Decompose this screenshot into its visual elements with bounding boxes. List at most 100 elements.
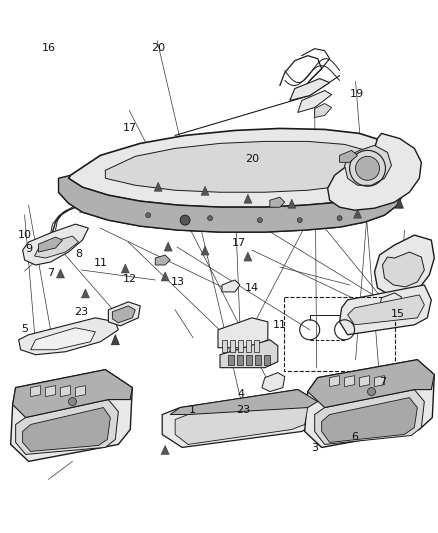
Polygon shape	[308, 360, 434, 408]
Text: 3: 3	[311, 443, 318, 453]
Text: 20: 20	[245, 154, 259, 164]
Polygon shape	[35, 236, 78, 258]
Polygon shape	[108, 302, 140, 326]
Polygon shape	[382, 252, 424, 287]
Text: 19: 19	[350, 89, 364, 99]
Polygon shape	[238, 340, 243, 352]
Polygon shape	[288, 199, 296, 208]
Text: 23: 23	[236, 405, 250, 415]
Polygon shape	[339, 285, 431, 335]
Polygon shape	[162, 390, 318, 447]
Text: 5: 5	[21, 324, 28, 334]
Text: 17: 17	[123, 123, 137, 133]
Text: 4: 4	[237, 389, 244, 399]
Polygon shape	[121, 264, 129, 273]
Polygon shape	[379, 293, 401, 312]
Polygon shape	[374, 235, 434, 295]
Polygon shape	[230, 340, 235, 352]
Circle shape	[367, 387, 375, 395]
Polygon shape	[161, 272, 169, 281]
Text: 1: 1	[189, 405, 196, 415]
Text: 11: 11	[94, 258, 108, 268]
Text: 7: 7	[379, 377, 386, 387]
Text: 20: 20	[151, 43, 165, 53]
Polygon shape	[164, 242, 172, 251]
Polygon shape	[112, 306, 135, 323]
Text: 7: 7	[47, 269, 54, 278]
Polygon shape	[314, 103, 332, 117]
Polygon shape	[270, 197, 285, 207]
Polygon shape	[374, 376, 385, 386]
Polygon shape	[16, 400, 118, 455]
Polygon shape	[255, 355, 261, 365]
Text: 8: 8	[76, 249, 83, 259]
Text: 17: 17	[232, 238, 246, 248]
Polygon shape	[244, 194, 252, 203]
Polygon shape	[31, 385, 41, 397]
Polygon shape	[68, 128, 404, 207]
Polygon shape	[305, 360, 434, 447]
Polygon shape	[31, 328, 95, 350]
Text: 10: 10	[18, 230, 32, 240]
Circle shape	[337, 216, 342, 221]
Polygon shape	[244, 252, 252, 261]
Polygon shape	[11, 370, 132, 462]
Polygon shape	[339, 150, 357, 163]
Polygon shape	[246, 355, 252, 365]
Polygon shape	[298, 91, 332, 112]
Polygon shape	[19, 318, 118, 355]
Polygon shape	[345, 146, 392, 185]
Polygon shape	[314, 390, 424, 445]
Polygon shape	[345, 376, 355, 386]
Text: 12: 12	[123, 274, 137, 284]
Text: 15: 15	[391, 309, 405, 319]
Polygon shape	[154, 182, 162, 191]
Polygon shape	[254, 340, 259, 352]
Polygon shape	[222, 340, 227, 352]
Circle shape	[68, 398, 77, 406]
Polygon shape	[201, 186, 209, 195]
Polygon shape	[161, 446, 169, 455]
Polygon shape	[23, 408, 110, 451]
Polygon shape	[13, 370, 132, 417]
Polygon shape	[222, 280, 240, 292]
Polygon shape	[59, 167, 404, 232]
Circle shape	[180, 215, 190, 225]
Polygon shape	[46, 385, 56, 397]
Circle shape	[258, 217, 262, 223]
Polygon shape	[60, 385, 71, 397]
Polygon shape	[39, 237, 63, 252]
Polygon shape	[75, 385, 85, 397]
Polygon shape	[328, 133, 421, 210]
Polygon shape	[201, 246, 209, 255]
Text: 9: 9	[25, 245, 33, 254]
Text: 13: 13	[170, 278, 184, 287]
Polygon shape	[360, 376, 370, 386]
Polygon shape	[228, 355, 234, 365]
Polygon shape	[396, 198, 403, 208]
Polygon shape	[175, 398, 308, 445]
Polygon shape	[237, 355, 243, 365]
Polygon shape	[220, 340, 278, 368]
Polygon shape	[155, 255, 170, 265]
Polygon shape	[348, 295, 424, 325]
Polygon shape	[246, 340, 251, 352]
Text: 11: 11	[273, 320, 287, 330]
Polygon shape	[264, 355, 270, 365]
Polygon shape	[57, 269, 64, 278]
Polygon shape	[353, 209, 361, 218]
Polygon shape	[106, 141, 381, 192]
Polygon shape	[290, 78, 330, 101]
Polygon shape	[218, 318, 268, 348]
Polygon shape	[81, 289, 89, 298]
Text: 16: 16	[42, 43, 56, 53]
Polygon shape	[111, 335, 119, 345]
Text: 14: 14	[245, 282, 259, 293]
Polygon shape	[330, 376, 339, 386]
Text: 6: 6	[351, 432, 358, 441]
Text: 23: 23	[74, 306, 88, 317]
Polygon shape	[170, 390, 318, 415]
Polygon shape	[321, 398, 417, 442]
Circle shape	[146, 213, 151, 217]
Polygon shape	[23, 224, 88, 265]
